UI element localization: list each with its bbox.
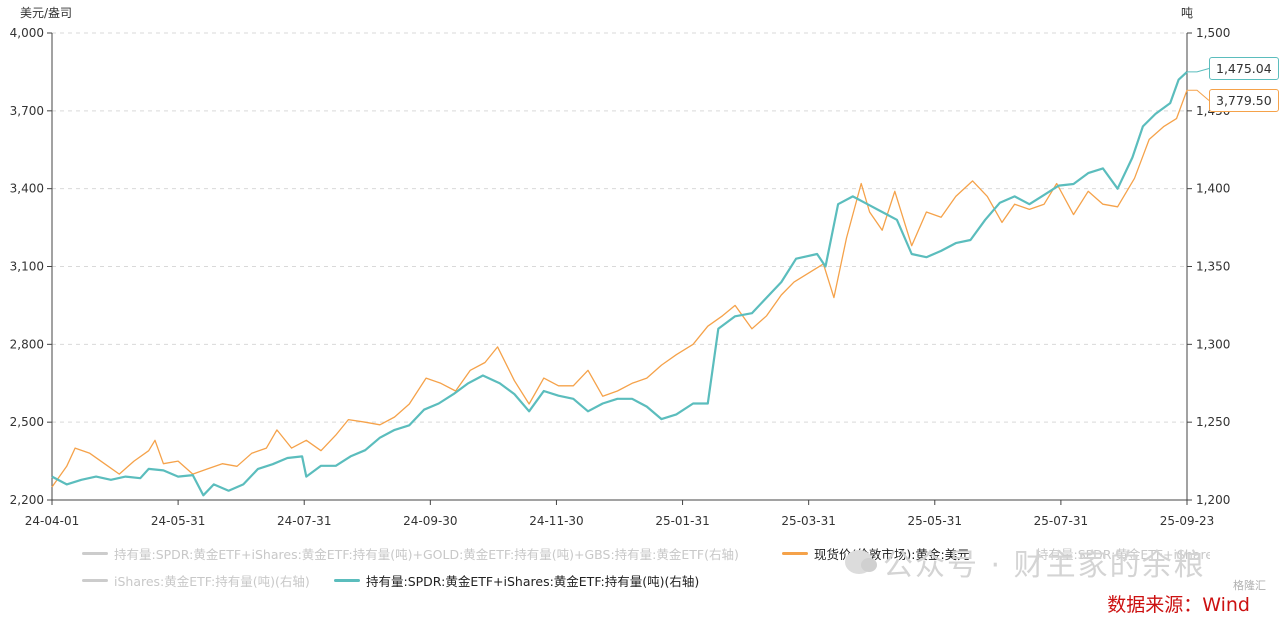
gold-last-value-label: 3,779.50: [1209, 89, 1279, 112]
gold-price-line: [51, 89, 1188, 488]
y-right-tick-label: 1,200: [1196, 493, 1230, 507]
legend-item-ishares-holdings[interactable]: iShares:黄金ETF:持有量(吨)(右轴): [82, 571, 310, 590]
y-right-tick-label: 1,250: [1196, 415, 1230, 429]
legend-label: 持有量:SPDR:黄金ETF+iShares:黄金ETF:持有量(吨)+GOLD…: [114, 547, 739, 562]
legend-label: iShares:黄金ETF:持有量(吨)(右轴): [114, 574, 310, 589]
y-left-tick-label: 2,800: [10, 337, 44, 351]
y-right-tick-label: 1,350: [1196, 260, 1230, 274]
y-right-tick-label: 1,500: [1196, 26, 1230, 40]
legend-swatch: [782, 552, 808, 555]
legend-item-spdr-ishares-holdings[interactable]: 持有量:SPDR:黄金ETF+iShares:黄金ETF:持有量(吨)(右轴): [334, 571, 699, 590]
series-lines: [51, 68, 1210, 497]
legend-swatch: [334, 579, 360, 582]
x-tick-label: 25-05-31: [908, 514, 962, 528]
y-left-tick-label: 2,500: [10, 415, 44, 429]
x-tick-label: 24-07-31: [277, 514, 331, 528]
x-tick-label: 25-09-23: [1160, 514, 1214, 528]
y-left-tick-label: 3,700: [10, 104, 44, 118]
x-tick-label: 25-01-31: [655, 514, 709, 528]
legend-label: 持有量:SPDR:黄金ETF+iShares:黄金ETF:持有量(吨)(右轴): [1036, 547, 1210, 562]
y-left-tick-label: 2,200: [10, 493, 44, 507]
y-right-tick-label: 1,400: [1196, 182, 1230, 196]
legend-swatch: [82, 579, 108, 582]
value-label-leader: [1187, 68, 1210, 73]
logo-text: 格隆汇: [1233, 579, 1266, 592]
x-tick-label: 24-05-31: [151, 514, 205, 528]
legend-label: 持有量:SPDR:黄金ETF+iShares:黄金ETF:持有量(吨)(右轴): [366, 574, 700, 589]
y-right-tick-label: 1,300: [1196, 337, 1230, 351]
legend-swatch: [82, 552, 108, 555]
axes: 2,200 1,200 2,500 1,250 2,800 1,300 3,100 1,350…: [10, 26, 1231, 528]
legend-item-total-etf-holdings[interactable]: 持有量:SPDR:黄金ETF+iShares:黄金ETF:持有量(吨)+GOLD…: [82, 544, 739, 563]
data-source: 数据来源：Wind: [1107, 594, 1250, 616]
etf-holdings-line: [51, 71, 1188, 497]
x-tick-label: 24-09-30: [403, 514, 457, 528]
wechat-icon: [845, 550, 877, 574]
x-tick-label: 25-03-31: [781, 514, 835, 528]
x-tick-label: 24-04-01: [25, 514, 79, 528]
x-tick-label: 24-11-30: [529, 514, 583, 528]
etf-last-value-label: 1,475.04: [1209, 57, 1279, 80]
right-axis-title: 吨: [1181, 6, 1194, 20]
y-left-tick-label: 3,100: [10, 260, 44, 274]
grid-lines: [52, 32, 1187, 423]
watermark: 公众号 · 财主家的余粮: [845, 540, 1206, 584]
y-left-tick-label: 3,400: [10, 182, 44, 196]
value-label-leader: [1187, 89, 1210, 101]
legend-item-spdr-ishares-hidden[interactable]: 持有量:SPDR:黄金ETF+iShares:黄金ETF:持有量(吨)(右轴): [1030, 544, 1210, 563]
y-left-tick-label: 4,000: [10, 26, 44, 40]
watermark-text: 公众号 · 财主家的余粮: [883, 548, 1206, 583]
x-tick-label: 25-07-31: [1034, 514, 1088, 528]
left-axis-title: 美元/盎司: [20, 6, 73, 20]
